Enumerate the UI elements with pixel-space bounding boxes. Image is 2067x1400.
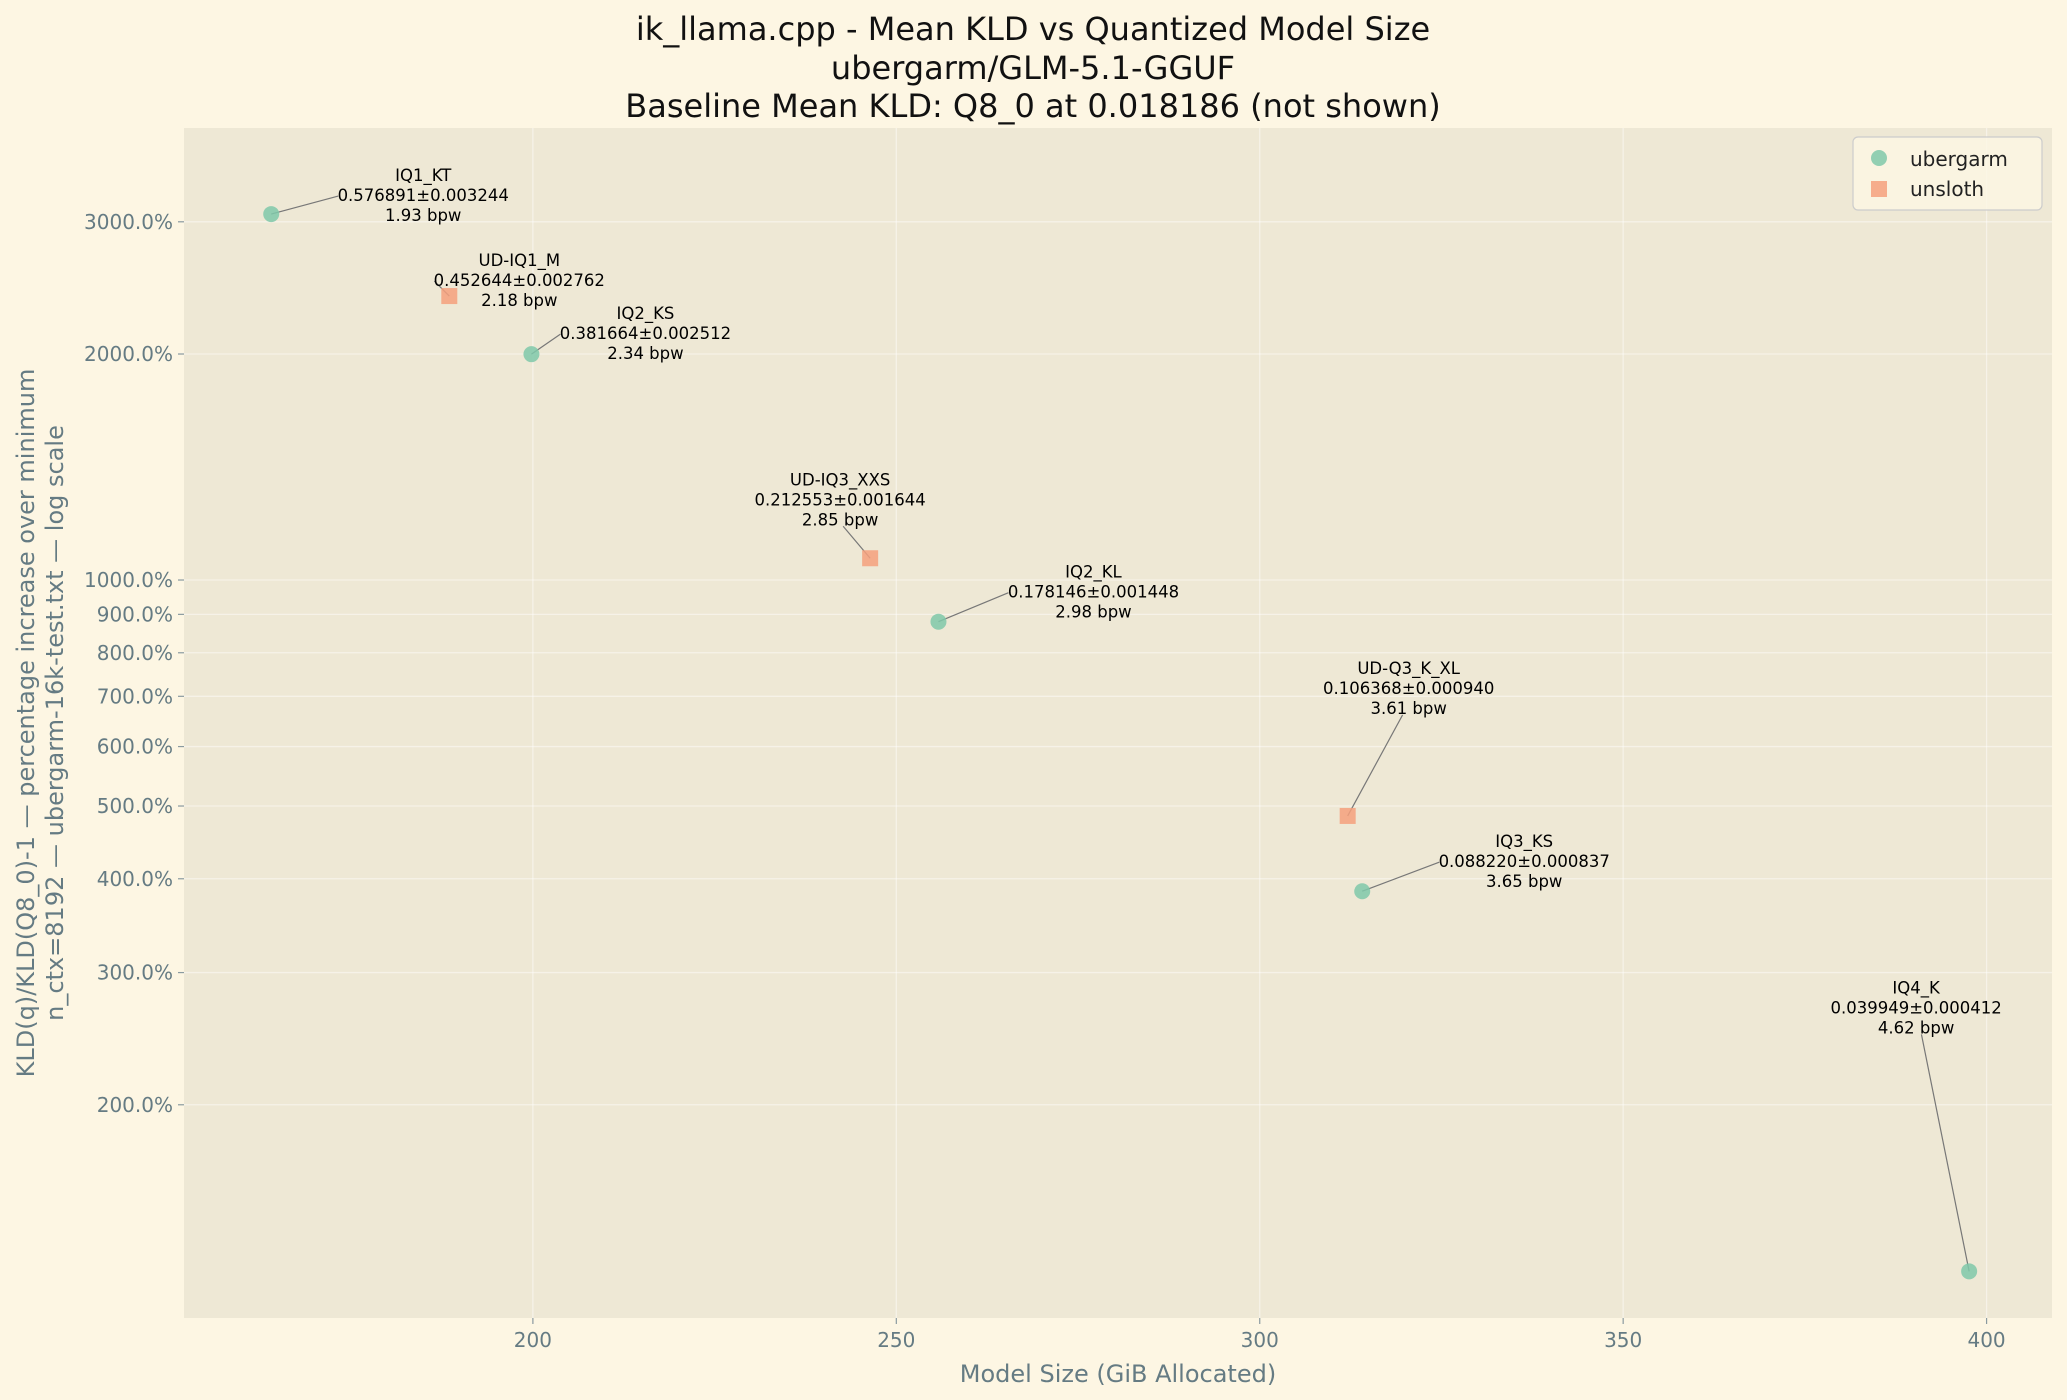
data-label: 2.85 bpw xyxy=(802,510,878,529)
chart-subtitle-baseline: Baseline Mean KLD: Q8_0 at 0.018186 (not… xyxy=(625,87,1440,125)
data-point-ubergarm xyxy=(930,613,947,630)
data-label: IQ1_KT xyxy=(395,166,452,186)
data-point-ubergarm xyxy=(523,346,540,363)
data-label: IQ3_KS xyxy=(1495,832,1553,852)
data-label: 4.62 bpw xyxy=(1878,1018,1954,1037)
y-tick-label: 900.0% xyxy=(97,602,173,626)
data-point-ubergarm xyxy=(1961,1263,1978,1280)
data-label: 3.61 bpw xyxy=(1370,699,1446,718)
grid xyxy=(184,128,2052,1318)
data-label: IQ2_KS xyxy=(616,304,674,324)
data-label: 0.381664±0.002512 xyxy=(560,324,731,343)
x-tick-label: 400 xyxy=(1967,1328,2005,1352)
legend-label-unsloth: unsloth xyxy=(1910,177,1984,201)
y-tick-label: 500.0% xyxy=(97,794,173,818)
x-axis-label: Model Size (GiB Allocated) xyxy=(960,1360,1276,1388)
data-label: 1.93 bpw xyxy=(385,206,461,225)
chart-title: ik_llama.cpp - Mean KLD vs Quantized Mod… xyxy=(636,10,1430,48)
y-tick-label: 600.0% xyxy=(97,735,173,759)
data-label: UD-IQ3_XXS xyxy=(790,470,890,490)
data-point-ubergarm xyxy=(263,206,280,223)
annotation-leader xyxy=(271,195,339,215)
data-label: IQ4_K xyxy=(1892,978,1941,998)
data-markers xyxy=(263,206,1978,1280)
x-axis-ticks: 200 250 300 350 400 xyxy=(514,1318,2006,1352)
data-label: 0.088220±0.000837 xyxy=(1439,852,1610,871)
x-tick-label: 300 xyxy=(1241,1328,1279,1352)
data-label: 2.98 bpw xyxy=(1055,603,1131,622)
data-label: 0.452644±0.002762 xyxy=(434,271,605,290)
data-point-unsloth xyxy=(441,288,458,305)
x-tick-label: 350 xyxy=(1604,1328,1642,1352)
data-label: UD-Q3_K_XL xyxy=(1357,659,1460,679)
data-label: 0.106368±0.000940 xyxy=(1323,679,1494,698)
y-tick-label: 400.0% xyxy=(97,867,173,891)
y-tick-label: 700.0% xyxy=(97,684,173,708)
legend-marker-unsloth xyxy=(1871,181,1887,197)
y-axis-label: KLD(q)/KLD(Q8_0)-1 — percentage increase… xyxy=(12,369,40,1078)
annotation-leader xyxy=(1347,714,1404,817)
chart-subtitle: ubergarm/GLM-5.1-GGUF xyxy=(831,49,1235,87)
y-tick-label: 800.0% xyxy=(97,641,173,665)
annotation-leader xyxy=(1920,1034,1970,1272)
legend-label-ubergarm: ubergarm xyxy=(1910,147,2008,171)
y-axis-label-detail: n_ctx=8192 — ubergarm-16k-test.txt — log… xyxy=(41,425,69,1021)
data-label: IQ2_KL xyxy=(1065,563,1122,583)
annotation-leader xyxy=(1362,861,1440,892)
data-point-ubergarm xyxy=(1354,883,1371,900)
y-tick-label: 200.0% xyxy=(97,1093,173,1117)
y-axis-ticks: 200.0% 300.0% 400.0% 500.0% 600.0% 700.0% 800.… xyxy=(84,210,184,1117)
data-label: 2.34 bpw xyxy=(607,344,683,363)
x-tick-label: 200 xyxy=(514,1328,552,1352)
data-point-unsloth xyxy=(1339,807,1356,824)
data-label: 0.178146±0.001448 xyxy=(1008,583,1179,602)
y-tick-label: 2000.0% xyxy=(84,342,173,366)
legend-marker-ubergarm xyxy=(1871,150,1887,166)
data-label: 0.039949±0.000412 xyxy=(1830,998,2001,1017)
data-label: UD-IQ1_M xyxy=(479,251,561,271)
y-tick-label: 300.0% xyxy=(97,961,173,985)
y-tick-label: 1000.0% xyxy=(84,568,173,592)
data-label: 2.18 bpw xyxy=(481,291,557,310)
plot-area xyxy=(184,128,2052,1318)
x-tick-label: 250 xyxy=(877,1328,915,1352)
data-label: 0.212553±0.001644 xyxy=(754,490,925,509)
legend-box xyxy=(1852,136,2043,211)
y-tick-label: 3000.0% xyxy=(84,210,173,234)
legend: ubergarm unsloth xyxy=(1852,136,2043,211)
data-point-unsloth xyxy=(862,550,879,567)
annotation-leader xyxy=(938,592,1009,623)
data-label: 0.576891±0.003244 xyxy=(338,186,509,205)
data-label: 3.65 bpw xyxy=(1486,872,1562,891)
